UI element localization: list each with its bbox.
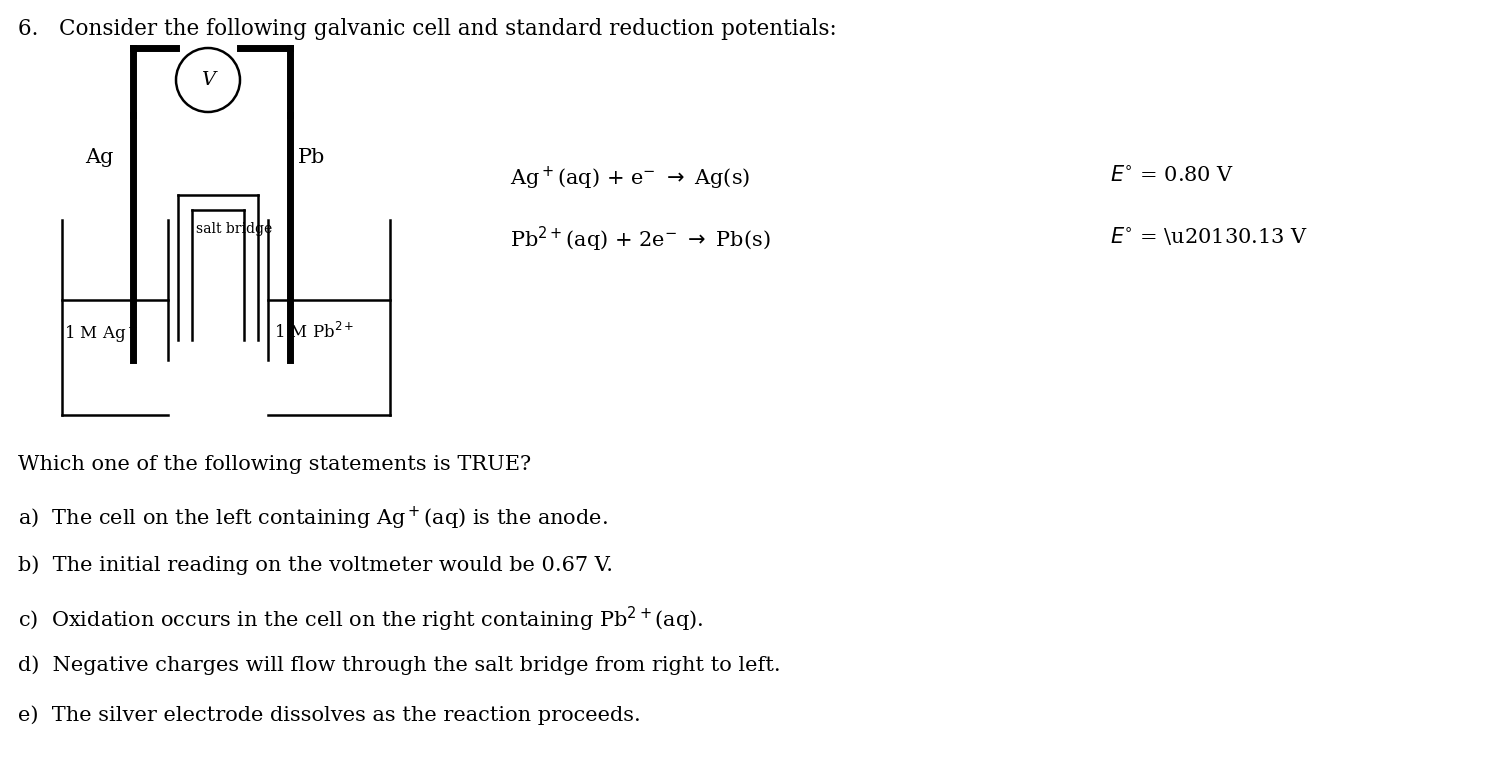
Text: Pb: Pb: [299, 148, 326, 167]
Text: e)  The silver electrode dissolves as the reaction proceeds.: e) The silver electrode dissolves as the…: [18, 705, 641, 724]
Text: b)  The initial reading on the voltmeter would be 0.67 V.: b) The initial reading on the voltmeter …: [18, 555, 612, 574]
Text: 1 M Pb$^{2+}$: 1 M Pb$^{2+}$: [274, 322, 354, 342]
Text: salt bridge: salt bridge: [196, 222, 273, 236]
Text: 6.   Consider the following galvanic cell and standard reduction potentials:: 6. Consider the following galvanic cell …: [18, 18, 837, 40]
Text: a)  The cell on the left containing Ag$^+$(aq) is the anode.: a) The cell on the left containing Ag$^+…: [18, 505, 608, 533]
Text: Which one of the following statements is TRUE?: Which one of the following statements is…: [18, 455, 531, 474]
Text: $\mathit{E}$$^{\circ}$ = 0.80 V: $\mathit{E}$$^{\circ}$ = 0.80 V: [1110, 165, 1234, 185]
Text: $\mathit{E}$$^{\circ}$ = \u20130.13 V: $\mathit{E}$$^{\circ}$ = \u20130.13 V: [1110, 225, 1307, 247]
Text: Ag$^+$(aq) + e$^{-}$ $\rightarrow$ Ag(s): Ag$^+$(aq) + e$^{-}$ $\rightarrow$ Ag(s): [510, 165, 751, 192]
Text: Pb$^{2+}$(aq) + 2e$^{-}$ $\rightarrow$ Pb(s): Pb$^{2+}$(aq) + 2e$^{-}$ $\rightarrow$ P…: [510, 225, 771, 254]
Text: c)  Oxidation occurs in the cell on the right containing Pb$^{2+}$(aq).: c) Oxidation occurs in the cell on the r…: [18, 605, 704, 634]
Text: Ag: Ag: [84, 148, 113, 167]
Text: d)  Negative charges will flow through the salt bridge from right to left.: d) Negative charges will flow through th…: [18, 655, 781, 675]
Text: V: V: [201, 71, 216, 89]
Text: 1 M Ag$^+$: 1 M Ag$^+$: [63, 322, 137, 345]
